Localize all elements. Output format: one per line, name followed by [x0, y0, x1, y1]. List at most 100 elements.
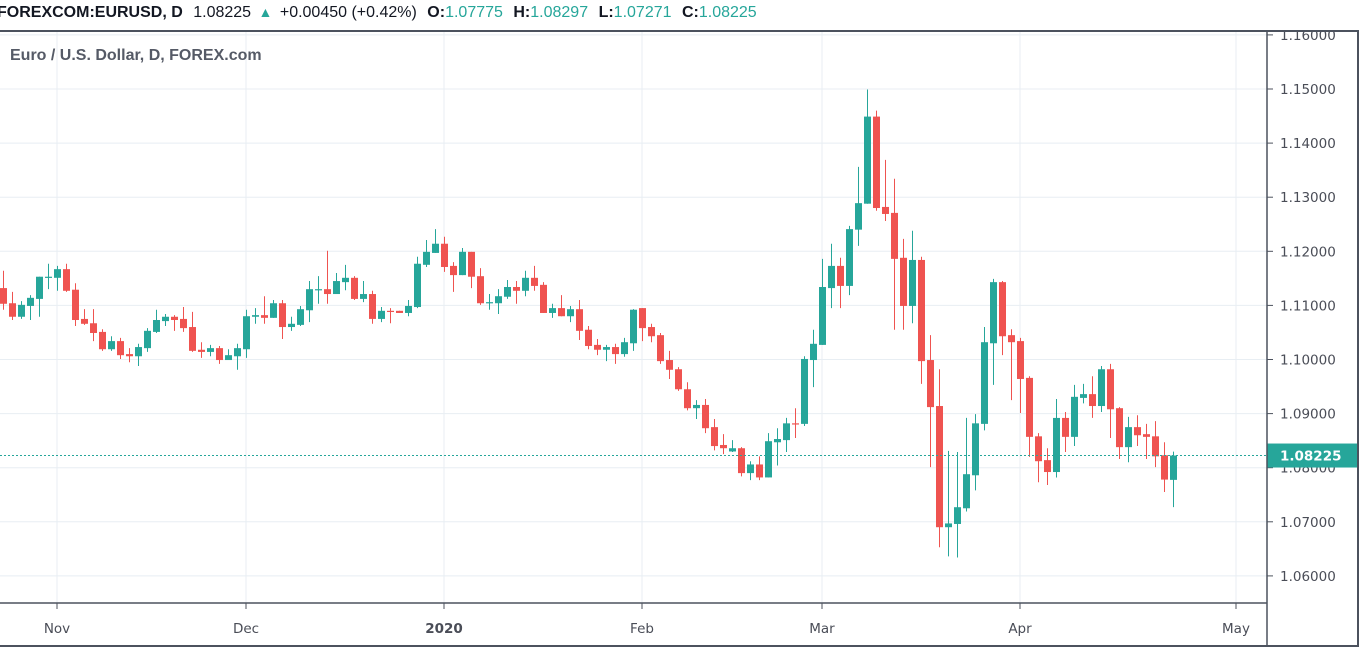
candle-body [1053, 417, 1060, 473]
last-price: 1.08225 [193, 4, 252, 21]
candle-down [1035, 433, 1042, 483]
candle-body [450, 265, 457, 276]
candle-body [18, 304, 25, 317]
candle-body [630, 309, 637, 344]
triangle-up-icon: ▲ [258, 4, 273, 20]
candle-body [648, 327, 655, 337]
candle-up [18, 301, 25, 319]
candle-down [612, 343, 619, 364]
candle-body [180, 318, 187, 329]
candle-up [945, 450, 952, 557]
candle-body [612, 347, 619, 355]
candle-body [891, 212, 898, 259]
candle-body [729, 448, 736, 452]
candle-body [495, 296, 502, 304]
candle-body [549, 308, 556, 313]
candle-up [306, 281, 313, 323]
candle-up [333, 272, 340, 295]
price-tick-label: 1.09000 [1280, 407, 1336, 423]
candle-body [45, 276, 52, 278]
candle-down [576, 299, 583, 341]
candle-up [342, 264, 349, 291]
candle-body [441, 243, 448, 267]
candle-up [1071, 384, 1078, 447]
candle-body [423, 251, 430, 265]
candle-body [666, 360, 673, 370]
candle-body [1143, 434, 1150, 437]
candle-down [1152, 421, 1159, 468]
price-tick-label: 1.15000 [1280, 82, 1336, 98]
candle-up [828, 243, 835, 309]
candle-down [189, 311, 196, 352]
candle-body [126, 354, 133, 357]
candle-up [495, 289, 502, 315]
candle-up [27, 295, 34, 321]
candle-body [270, 303, 277, 318]
candle-body [36, 276, 43, 299]
time-tick-label: Feb [630, 621, 654, 637]
candle-body [1008, 335, 1015, 343]
candle-up [549, 303, 556, 318]
candle-up [234, 343, 241, 370]
candle-body [189, 327, 196, 351]
candle-body [909, 259, 916, 306]
candle-body [792, 423, 799, 425]
candle-down [999, 281, 1006, 356]
candle-body [747, 464, 754, 474]
candle-body [432, 243, 439, 253]
candle-up [603, 344, 610, 362]
symbol-name[interactable]: FOREXCOM:EURUSD, D [0, 4, 183, 21]
candle-down [666, 350, 673, 379]
candle-body [477, 276, 484, 304]
candle-body [954, 507, 961, 524]
candle-body [837, 265, 844, 286]
candle-up [1098, 365, 1105, 412]
time-tick-label: Nov [44, 621, 70, 637]
candle-body [72, 289, 79, 321]
time-axis[interactable] [0, 603, 1267, 646]
candle-down [72, 283, 79, 326]
candle-down [351, 276, 358, 300]
candle-up [207, 344, 214, 357]
candle-body [243, 316, 250, 350]
candle-body [639, 308, 646, 329]
candle-body [585, 329, 592, 346]
candle-down [918, 256, 925, 384]
candle-down [540, 282, 547, 313]
candle-down [684, 382, 691, 411]
candle-body [1035, 436, 1042, 462]
candle-up [621, 337, 628, 357]
candle-body [567, 309, 574, 317]
candle-body [351, 277, 358, 299]
candle-body [99, 331, 106, 350]
candle-down [558, 295, 565, 317]
candle-up [459, 248, 466, 276]
candle-body [927, 360, 934, 408]
candle-body [990, 282, 997, 344]
candle-down [180, 307, 187, 332]
candle-body [414, 263, 421, 308]
candle-body [459, 251, 466, 276]
candle-up [423, 239, 430, 267]
candle-down [837, 257, 844, 309]
candle-up [774, 428, 781, 466]
candle-body [675, 369, 682, 390]
candle-body [810, 343, 817, 361]
candle-up [378, 307, 385, 323]
candle-body [27, 297, 34, 306]
svg-text:1.08225: 1.08225 [1280, 449, 1342, 465]
candle-body [1071, 396, 1078, 437]
candle-down [711, 419, 718, 451]
candle-body [981, 342, 988, 424]
candle-body [171, 316, 178, 321]
price-axis[interactable] [1267, 31, 1358, 603]
candle-down [279, 299, 286, 339]
candle-down [126, 348, 133, 363]
price-tick-label: 1.12000 [1280, 244, 1336, 260]
candle-body [1080, 394, 1087, 398]
candle-body [540, 284, 547, 313]
high-label: H: [513, 4, 531, 21]
candle-up [504, 279, 511, 299]
candle-up [990, 278, 997, 385]
